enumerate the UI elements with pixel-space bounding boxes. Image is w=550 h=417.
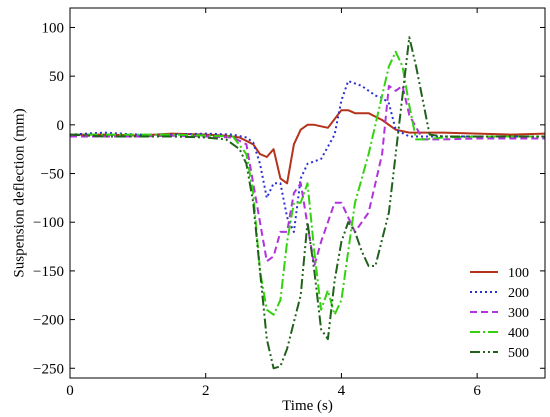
series-line-300: [70, 84, 545, 267]
legend-label: 200: [508, 286, 529, 301]
y-tick-label: −150: [33, 264, 64, 280]
y-tick-label: 100: [42, 20, 65, 36]
legend-label: 500: [508, 346, 529, 361]
y-tick-label: −100: [33, 215, 64, 231]
plot-area: [69, 36, 546, 370]
x-tick-label: 4: [338, 383, 346, 399]
x-tick-label: 2: [202, 383, 210, 399]
series-line-200: [69, 80, 545, 233]
legend-label: 100: [508, 266, 529, 281]
x-tick-label: 0: [66, 383, 74, 399]
legend-label: 300: [508, 306, 529, 321]
x-tick-label: 6: [473, 383, 481, 399]
axes: 0 2 4 6 −250 −200 −150 −100 −50 0 50 100: [33, 8, 545, 399]
y-axis-label: Suspension deflection (mm): [11, 108, 27, 277]
series-line-100: [70, 109, 546, 185]
y-tick-label: −50: [41, 167, 64, 183]
y-tick-label: 50: [49, 69, 64, 85]
series-line-500: [69, 36, 545, 370]
y-tick-label: −200: [33, 313, 64, 329]
y-tick-label: −250: [33, 361, 64, 377]
y-tick-label: 0: [57, 118, 65, 134]
legend-label: 400: [508, 326, 529, 341]
plot-frame: [69, 7, 546, 379]
series-line-400: [70, 50, 545, 316]
legend: 100 200 300 400 500: [470, 266, 529, 361]
x-axis-label: Time (s): [282, 398, 333, 414]
